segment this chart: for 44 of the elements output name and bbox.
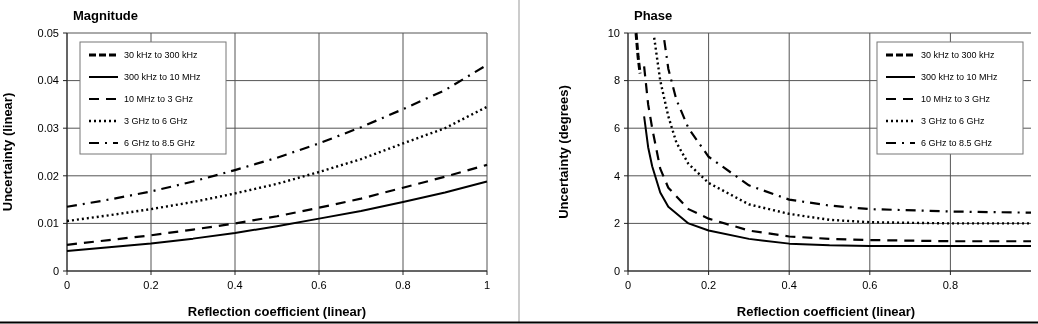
chart-title: Phase bbox=[634, 8, 673, 23]
legend-label: 30 kHz to 300 kHz bbox=[921, 50, 996, 61]
legend-label: 6 GHz to 8.5 GHz bbox=[124, 138, 196, 149]
x-tick-label: 0.2 bbox=[700, 279, 717, 291]
x-tick-label: 0.8 bbox=[395, 279, 411, 291]
legend-label: 10 MHz to 3 GHz bbox=[124, 94, 194, 105]
x-tick-label: 1 bbox=[483, 279, 491, 291]
x-tick-label: 0.4 bbox=[781, 279, 797, 291]
x-tick-label: 0 bbox=[63, 279, 71, 291]
y-tick-label: 10 bbox=[607, 26, 620, 39]
y-tick-label: 0 bbox=[52, 264, 59, 277]
y-axis-title: Uncertainty (degrees) bbox=[556, 85, 571, 219]
legend-label: 3 GHz to 6 GHz bbox=[921, 116, 986, 127]
line-series bbox=[66, 180, 488, 253]
x-tick-label: 0 bbox=[624, 279, 632, 291]
y-tick-label: 6 bbox=[613, 122, 620, 135]
legend-label: 10 MHz to 3 GHz bbox=[921, 94, 991, 105]
y-tick-label: 0.03 bbox=[37, 122, 59, 135]
x-tick-label: 0.6 bbox=[862, 279, 878, 291]
legend-label: 300 kHz to 10 MHz bbox=[921, 72, 999, 83]
x-axis-title: Reflection coefficient (linear) bbox=[187, 304, 367, 319]
x-axis-title: Reflection coefficient (linear) bbox=[736, 304, 916, 319]
legend-label: 3 GHz to 6 GHz bbox=[124, 116, 189, 127]
y-tick-label: 2 bbox=[613, 217, 620, 230]
line-series bbox=[643, 65, 1033, 243]
y-tick-label: 0.02 bbox=[37, 169, 59, 182]
x-tick-label: 0.6 bbox=[311, 279, 327, 291]
y-tick-label: 0.01 bbox=[37, 217, 59, 230]
chart-title: Magnitude bbox=[73, 8, 138, 23]
legend-label: 30 kHz to 300 kHz bbox=[124, 50, 199, 61]
y-tick-label: 4 bbox=[613, 169, 620, 182]
line-series bbox=[65, 163, 489, 246]
y-tick-label: 0.05 bbox=[37, 26, 59, 39]
legend-label: 300 kHz to 10 MHz bbox=[124, 72, 202, 83]
y-tick-label: 0 bbox=[613, 264, 620, 277]
y-axis-title: Uncertainty (linear) bbox=[0, 92, 15, 212]
legend-label: 6 GHz to 8.5 GHz bbox=[921, 138, 993, 149]
x-tick-label: 0.4 bbox=[227, 279, 243, 291]
line-series bbox=[643, 115, 1032, 248]
y-tick-label: 8 bbox=[613, 74, 620, 87]
line-series bbox=[65, 105, 489, 223]
y-tick-label: 0.04 bbox=[37, 74, 59, 87]
x-tick-label: 0.2 bbox=[143, 279, 159, 291]
x-tick-label: 0.8 bbox=[942, 279, 959, 291]
